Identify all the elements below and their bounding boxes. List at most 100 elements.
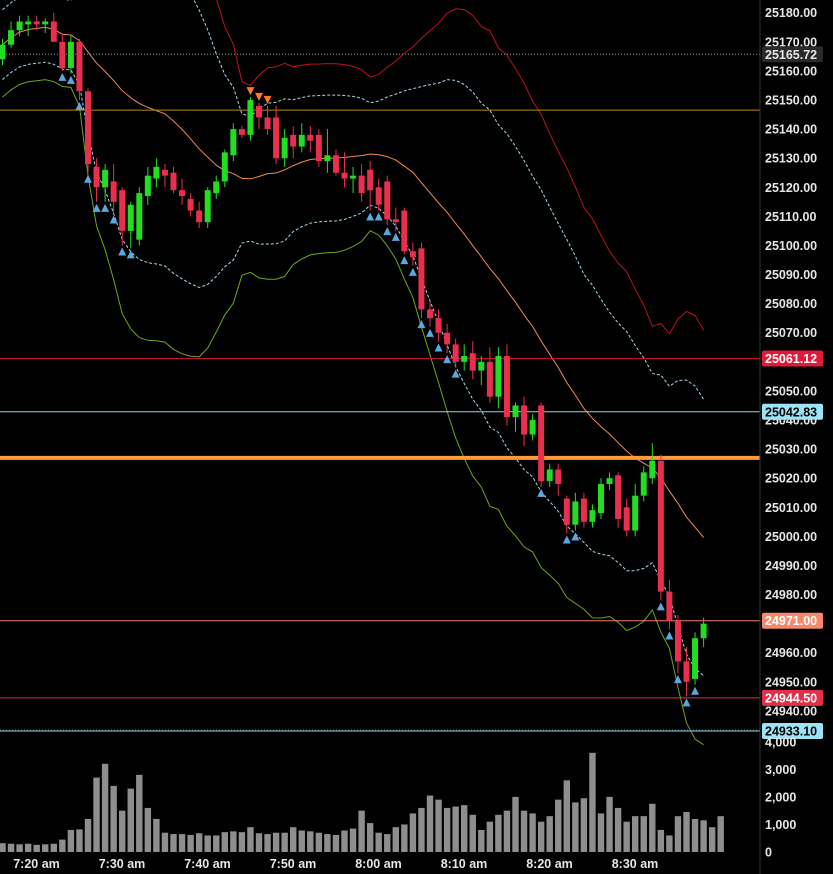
candle-body[interactable]: [640, 472, 647, 496]
candle-body[interactable]: [350, 175, 357, 179]
volume-bar: [178, 834, 186, 852]
candle-body[interactable]: [170, 172, 177, 191]
candle-body[interactable]: [589, 510, 596, 522]
candle-body[interactable]: [367, 169, 374, 191]
candle-body[interactable]: [503, 356, 510, 418]
candle-body[interactable]: [444, 332, 451, 345]
candle-body[interactable]: [375, 187, 382, 205]
candle-body[interactable]: [512, 405, 519, 418]
candle-body[interactable]: [256, 105, 262, 118]
candle-body[interactable]: [161, 169, 168, 176]
candle-body[interactable]: [50, 21, 57, 42]
candle-body[interactable]: [273, 117, 280, 159]
candle-body[interactable]: [461, 356, 468, 362]
candle-body[interactable]: [93, 166, 100, 188]
candlesticks[interactable]: [0, 12, 707, 697]
candle-body[interactable]: [85, 91, 91, 164]
candle-body[interactable]: [247, 100, 254, 135]
candle-body[interactable]: [221, 152, 228, 182]
candle-body[interactable]: [632, 495, 639, 531]
volume-bar: [503, 810, 511, 852]
candle-body[interactable]: [649, 460, 656, 479]
price-badge-bg: [762, 350, 823, 367]
volume-bar: [247, 827, 254, 852]
price-tick-label: 25020.00: [765, 472, 817, 486]
candle-body[interactable]: [324, 155, 331, 162]
candle-body[interactable]: [153, 166, 160, 179]
candle-body[interactable]: [427, 309, 433, 319]
candle-body[interactable]: [8, 30, 15, 45]
candle-body[interactable]: [33, 21, 40, 25]
candle-body[interactable]: [238, 129, 245, 135]
sell-signal-marker: [263, 95, 272, 104]
candle-body[interactable]: [623, 507, 630, 531]
candle-body[interactable]: [358, 175, 365, 194]
candle-body[interactable]: [298, 134, 305, 147]
candle-body[interactable]: [196, 210, 203, 223]
candle-body[interactable]: [144, 175, 151, 196]
candle-body[interactable]: [666, 591, 673, 621]
candle-body[interactable]: [341, 172, 348, 179]
candle-body[interactable]: [418, 248, 425, 310]
candle-body[interactable]: [452, 344, 459, 362]
price-level-lines: [0, 53, 760, 732]
candle-body[interactable]: [606, 478, 613, 484]
candle-body[interactable]: [59, 41, 66, 68]
candle-body[interactable]: [538, 405, 545, 482]
volume-bar: [307, 831, 314, 852]
candle-body[interactable]: [42, 21, 49, 25]
candle-body[interactable]: [307, 134, 314, 141]
volume-bar: [563, 780, 570, 852]
sell-signal-marker: [246, 87, 255, 96]
candle-body[interactable]: [546, 469, 553, 482]
candle-body[interactable]: [469, 353, 476, 371]
candle-body[interactable]: [25, 21, 32, 25]
candle-body[interactable]: [563, 498, 570, 525]
candle-body[interactable]: [598, 484, 604, 514]
buy-signal-marker: [562, 535, 571, 544]
candle-body[interactable]: [521, 405, 528, 435]
candle-body[interactable]: [0, 44, 6, 60]
candle-body[interactable]: [76, 41, 83, 92]
volume-bar: [640, 816, 647, 852]
candle-body[interactable]: [692, 638, 699, 679]
candle-body[interactable]: [572, 501, 579, 525]
candle-body[interactable]: [674, 620, 681, 662]
candle-body[interactable]: [478, 361, 485, 371]
candle-body[interactable]: [657, 460, 664, 592]
candle-body[interactable]: [204, 190, 211, 223]
candle-body[interactable]: [409, 251, 416, 258]
candle-body[interactable]: [136, 193, 143, 240]
candle-body[interactable]: [315, 134, 322, 162]
candle-body[interactable]: [264, 117, 271, 130]
candle-body[interactable]: [281, 137, 288, 159]
candle-body[interactable]: [555, 469, 562, 484]
candle-body[interactable]: [213, 181, 220, 194]
candle-body[interactable]: [102, 169, 109, 188]
candle-body[interactable]: [110, 181, 117, 202]
candle-body[interactable]: [495, 356, 502, 397]
candle-body[interactable]: [230, 129, 237, 156]
candle-body[interactable]: [392, 219, 399, 223]
candle-body[interactable]: [384, 181, 391, 220]
price-tick-label: 25170.00: [765, 35, 817, 49]
price-tick-label: 25090.00: [765, 268, 817, 282]
candle-body[interactable]: [16, 21, 23, 31]
candle-body[interactable]: [179, 190, 186, 196]
candle-body[interactable]: [486, 361, 493, 397]
candle-body[interactable]: [119, 190, 126, 231]
candle-body[interactable]: [290, 134, 297, 147]
candle-body[interactable]: [683, 661, 690, 682]
candle-body[interactable]: [529, 420, 536, 435]
candle-body[interactable]: [700, 623, 707, 639]
candle-body[interactable]: [332, 155, 339, 173]
candle-body[interactable]: [615, 475, 622, 519]
candle-body[interactable]: [67, 41, 74, 68]
volume-bar: [144, 807, 152, 852]
candle-body[interactable]: [401, 210, 408, 252]
candle-body[interactable]: [435, 318, 442, 333]
candle-body[interactable]: [127, 204, 134, 231]
candle-body[interactable]: [187, 198, 194, 211]
candle-body[interactable]: [580, 498, 587, 522]
